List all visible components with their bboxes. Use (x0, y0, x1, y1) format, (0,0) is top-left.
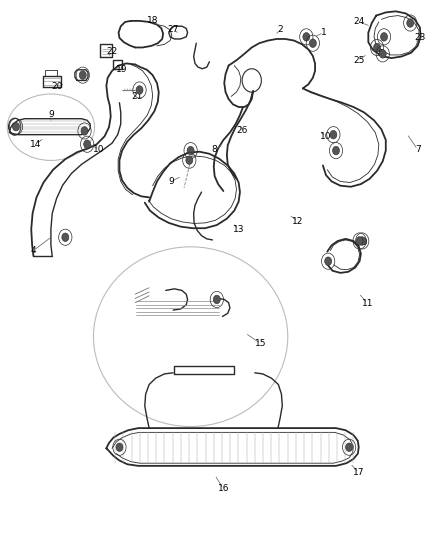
Text: 18: 18 (147, 17, 159, 26)
Text: 12: 12 (292, 217, 303, 226)
Text: 10: 10 (357, 238, 369, 247)
Text: 16: 16 (218, 484, 229, 493)
Text: 11: 11 (362, 299, 373, 308)
Circle shape (213, 295, 220, 304)
Text: 20: 20 (52, 82, 63, 91)
Circle shape (303, 33, 310, 41)
Text: 9: 9 (168, 177, 174, 186)
Circle shape (330, 131, 337, 139)
Text: 27: 27 (167, 26, 179, 35)
Text: 5: 5 (378, 50, 383, 58)
Circle shape (309, 39, 316, 47)
Text: 13: 13 (233, 225, 244, 234)
Circle shape (186, 156, 193, 165)
Circle shape (325, 257, 332, 265)
Circle shape (81, 127, 88, 135)
Text: 7: 7 (415, 145, 420, 154)
Circle shape (374, 43, 381, 52)
Text: 24: 24 (353, 18, 364, 27)
Text: 25: 25 (353, 56, 364, 64)
Text: 19: 19 (117, 66, 128, 74)
Circle shape (379, 50, 386, 58)
Text: 17: 17 (353, 469, 364, 477)
Circle shape (332, 147, 339, 155)
Circle shape (381, 33, 388, 41)
Text: 21: 21 (132, 92, 143, 101)
Text: 15: 15 (255, 339, 266, 348)
Text: 9: 9 (48, 110, 54, 119)
Circle shape (346, 443, 353, 451)
Text: 14: 14 (30, 140, 41, 149)
Circle shape (84, 140, 91, 149)
Circle shape (62, 233, 69, 241)
Text: 22: 22 (106, 47, 118, 55)
Text: 10: 10 (93, 145, 105, 154)
Circle shape (356, 237, 363, 245)
Text: 4: 4 (31, 246, 36, 255)
Circle shape (79, 71, 86, 79)
Circle shape (136, 86, 143, 94)
Circle shape (187, 147, 194, 155)
Text: 1: 1 (321, 28, 327, 37)
Text: 10: 10 (320, 132, 332, 141)
Text: 26: 26 (237, 126, 248, 135)
Circle shape (12, 123, 19, 131)
Text: 8: 8 (212, 145, 218, 154)
Circle shape (407, 19, 414, 27)
Circle shape (116, 443, 123, 451)
Text: 2: 2 (277, 26, 283, 35)
Text: 23: 23 (414, 34, 426, 43)
Circle shape (359, 237, 366, 245)
